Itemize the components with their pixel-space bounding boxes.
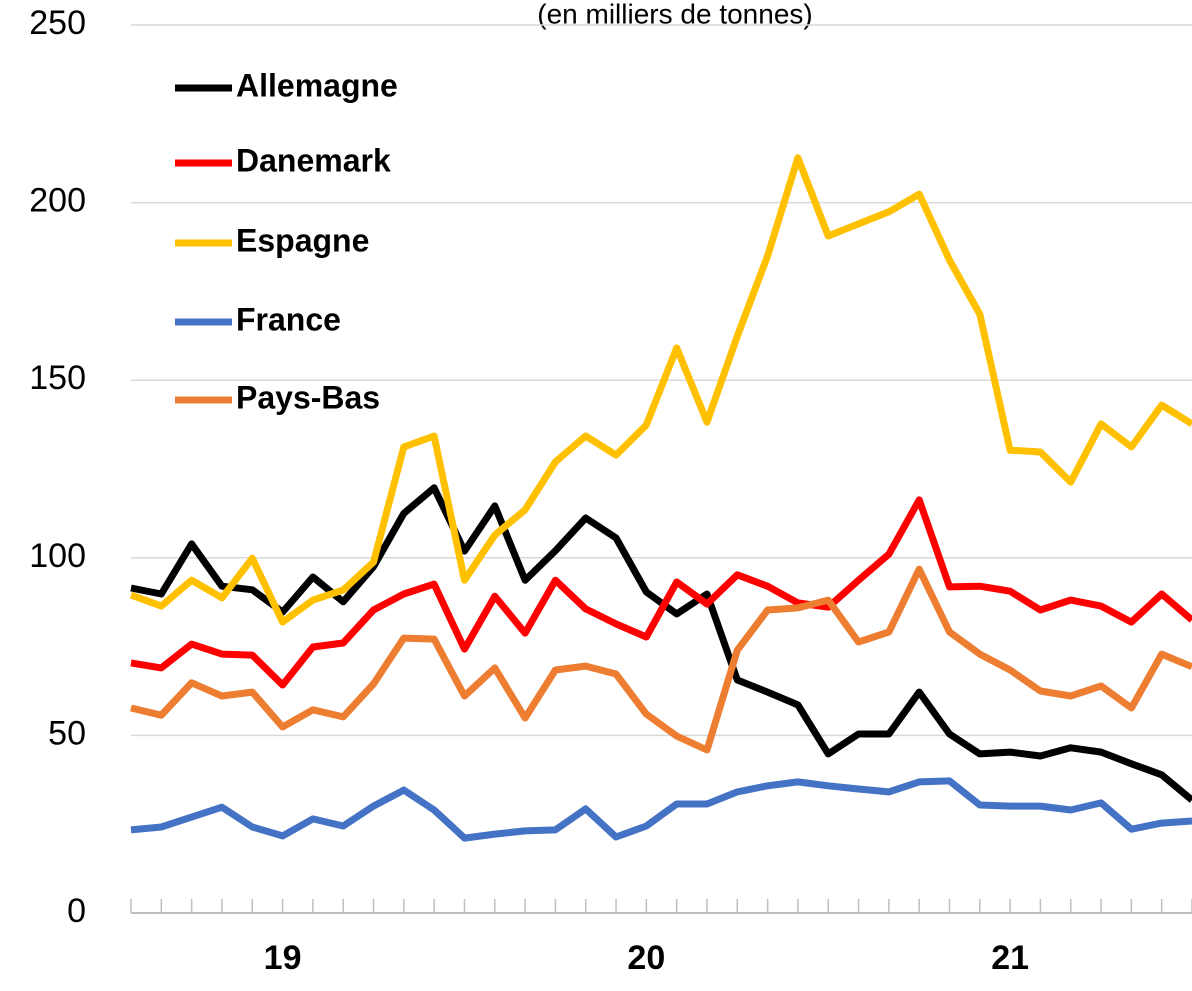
legend-label: Allemagne — [236, 67, 398, 103]
y-tick-label: 250 — [29, 4, 86, 42]
y-tick-label: 200 — [29, 182, 86, 220]
x-tick-label: 19 — [264, 939, 302, 977]
legend-label: France — [236, 301, 341, 337]
y-tick-label: 100 — [29, 537, 86, 575]
y-tick-label: 0 — [67, 892, 86, 930]
x-tick-label: 21 — [991, 939, 1029, 977]
y-tick-label: 50 — [48, 714, 86, 752]
x-tick-label: 20 — [627, 939, 665, 977]
legend-label: Danemark — [236, 142, 391, 178]
legend-label: Espagne — [236, 222, 369, 258]
y-tick-label: 150 — [29, 359, 86, 397]
line-series — [130, 777, 1192, 842]
line-series — [129, 154, 1192, 626]
line-series — [130, 484, 1192, 803]
legend-label: Pays-Bas — [236, 379, 380, 415]
line-series — [130, 496, 1192, 689]
line-series — [130, 565, 1192, 754]
